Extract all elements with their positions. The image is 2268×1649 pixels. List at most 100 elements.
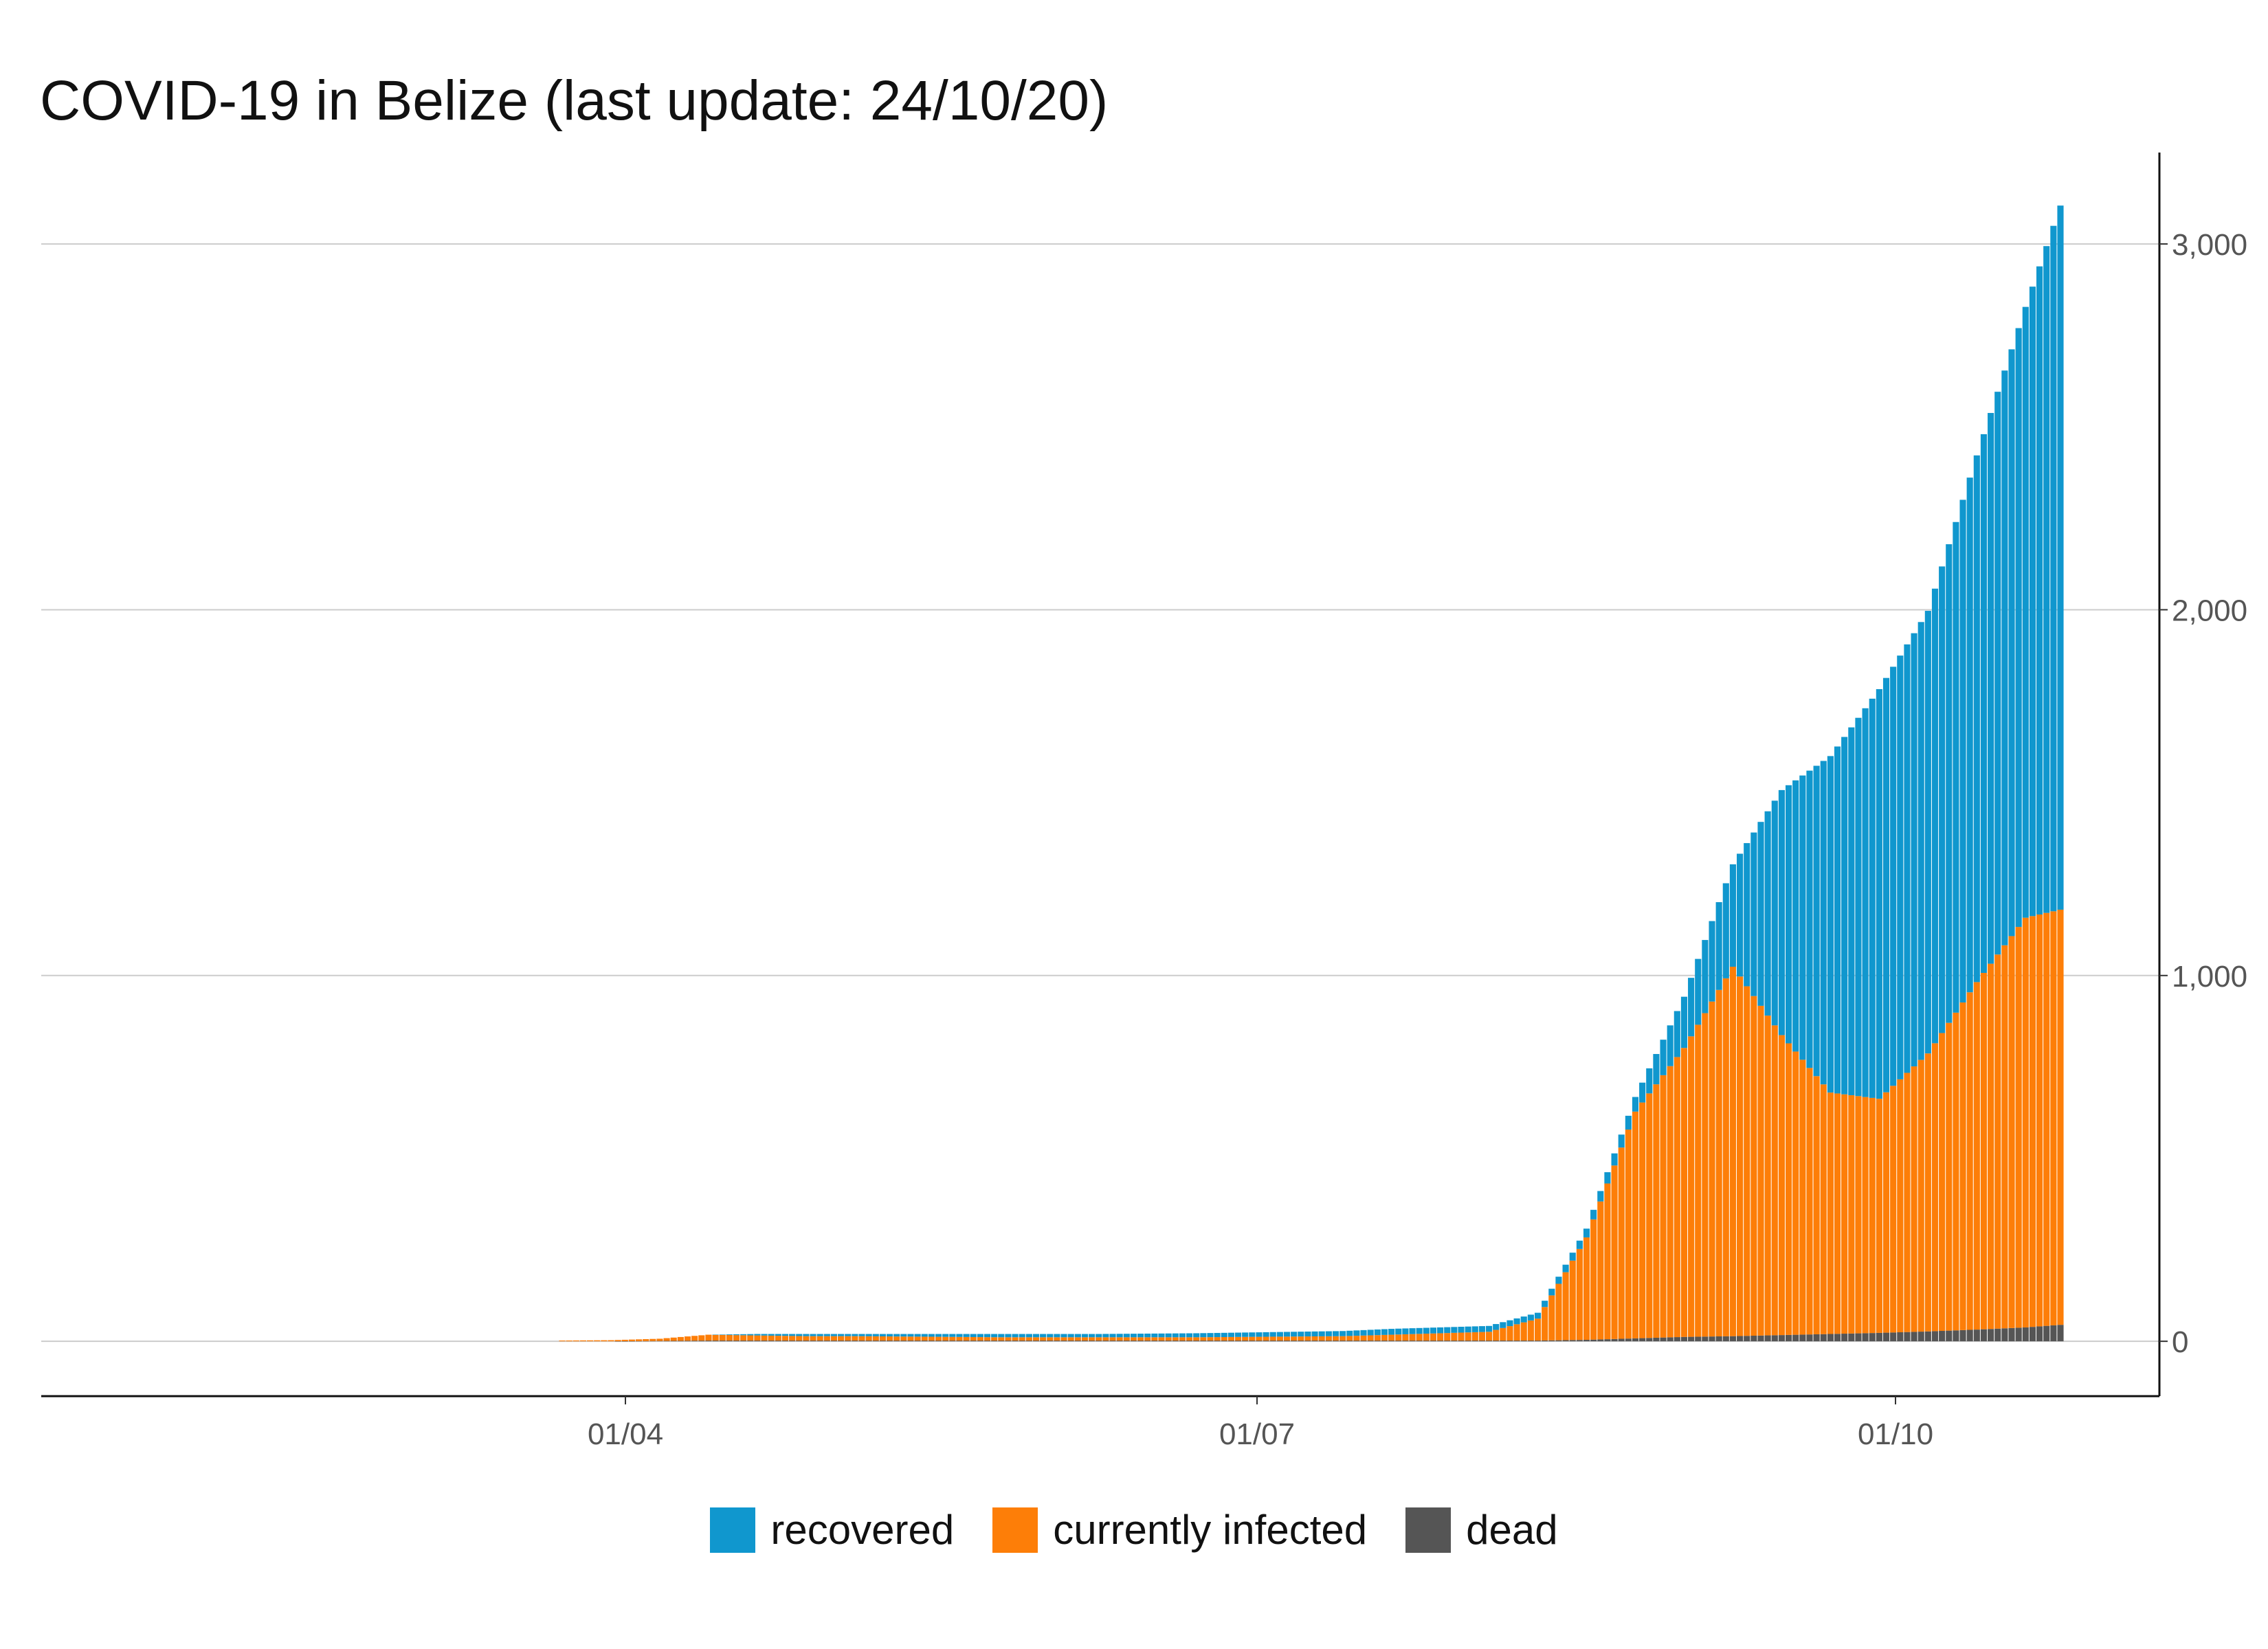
- bar-currently-infected-58: [963, 1336, 970, 1341]
- bar-currently-infected-215: [2057, 909, 2064, 1325]
- bar-currently-infected-133: [1486, 1332, 1493, 1341]
- bar-recovered-36: [810, 1334, 816, 1336]
- bar-dead-145: [1569, 1340, 1576, 1342]
- bar-currently-infected-7: [608, 1340, 614, 1342]
- bar-currently-infected-75: [1081, 1337, 1089, 1341]
- bar-recovered-74: [1074, 1334, 1081, 1338]
- bar-recovered-169: [1737, 853, 1744, 977]
- bar-dead-28: [754, 1340, 761, 1342]
- bar-dead-65: [1012, 1340, 1019, 1342]
- bar-recovered-45: [872, 1334, 879, 1336]
- bar-currently-infected-24: [726, 1335, 733, 1341]
- bar-dead-79: [1109, 1340, 1116, 1342]
- bar-dead-11: [635, 1340, 643, 1342]
- bar-recovered-139: [1527, 1314, 1534, 1321]
- bar-dead-192: [1897, 1332, 1904, 1342]
- bar-currently-infected-42: [852, 1336, 858, 1341]
- bar-currently-infected-31: [775, 1336, 781, 1341]
- bar-dead-153: [1625, 1338, 1632, 1342]
- bar-recovered-61: [983, 1334, 991, 1338]
- bar-dead-83: [1137, 1340, 1144, 1342]
- bar-recovered-178: [1799, 775, 1806, 1060]
- bar-recovered-126: [1437, 1327, 1444, 1334]
- bar-dead-84: [1144, 1340, 1151, 1342]
- bar-dead-96: [1227, 1340, 1234, 1342]
- bar-currently-infected-191: [1890, 1086, 1897, 1333]
- y-tick-label-0: 0: [2172, 1325, 2188, 1359]
- bar-currently-infected-209: [2015, 927, 2022, 1328]
- bar-dead-120: [1395, 1340, 1402, 1342]
- bar-recovered-96: [1227, 1332, 1234, 1337]
- bar-dead-76: [1089, 1340, 1096, 1342]
- bar-dead-163: [1695, 1336, 1702, 1342]
- bar-dead-164: [1702, 1336, 1709, 1342]
- bar-recovered-87: [1165, 1333, 1172, 1338]
- bar-recovered-165: [1709, 921, 1715, 1002]
- bar-currently-infected-81: [1123, 1337, 1130, 1341]
- bar-currently-infected-107: [1304, 1336, 1311, 1341]
- bar-dead-97: [1234, 1340, 1242, 1342]
- bar-dead-183: [1834, 1334, 1841, 1342]
- bar-dead-8: [614, 1341, 621, 1342]
- bar-dead-53: [928, 1340, 935, 1342]
- bar-currently-infected-52: [921, 1336, 928, 1341]
- bar-recovered-103: [1276, 1332, 1283, 1337]
- bar-recovered-23: [719, 1334, 726, 1335]
- bar-recovered-206: [1994, 392, 2001, 955]
- bar-recovered-208: [2008, 349, 2015, 936]
- bar-currently-infected-46: [879, 1336, 886, 1341]
- bar-recovered-25: [733, 1334, 740, 1336]
- bar-currently-infected-14: [656, 1338, 663, 1341]
- bar-dead-174: [1771, 1335, 1778, 1342]
- bar-currently-infected-104: [1283, 1336, 1291, 1341]
- bar-currently-infected-102: [1269, 1336, 1276, 1341]
- bar-recovered-211: [2029, 287, 2036, 917]
- bar-recovered-26: [740, 1334, 747, 1336]
- bar-recovered-50: [907, 1334, 914, 1337]
- bar-currently-infected-25: [733, 1335, 740, 1341]
- bar-dead-9: [621, 1340, 628, 1342]
- bar-recovered-213: [2043, 246, 2050, 913]
- bar-recovered-158: [1660, 1040, 1667, 1075]
- bar-recovered-99: [1249, 1332, 1256, 1337]
- bar-recovered-148: [1590, 1209, 1597, 1220]
- bar-dead-182: [1827, 1334, 1834, 1342]
- bar-dead-188: [1869, 1333, 1876, 1342]
- bar-recovered-105: [1291, 1332, 1298, 1337]
- bar-currently-infected-37: [816, 1336, 823, 1341]
- bar-dead-203: [1973, 1330, 1980, 1342]
- bar-currently-infected-10: [628, 1339, 635, 1341]
- bar-currently-infected-19: [691, 1336, 698, 1341]
- bar-dead-125: [1430, 1340, 1437, 1342]
- bar-currently-infected-176: [1786, 1043, 1792, 1335]
- bar-dead-124: [1423, 1340, 1430, 1342]
- bar-currently-infected-132: [1478, 1332, 1485, 1341]
- bar-currently-infected-195: [1917, 1059, 1924, 1332]
- bar-recovered-156: [1646, 1068, 1653, 1094]
- bar-currently-infected-110: [1325, 1336, 1332, 1341]
- bar-currently-infected-51: [914, 1336, 921, 1341]
- bar-dead-156: [1646, 1338, 1653, 1342]
- bar-recovered-132: [1478, 1326, 1485, 1332]
- bar-recovered-150: [1604, 1172, 1611, 1184]
- bar-dead-191: [1890, 1332, 1897, 1342]
- bar-currently-infected-192: [1897, 1079, 1904, 1332]
- bar-currently-infected-79: [1109, 1337, 1116, 1341]
- bar-recovered-48: [893, 1334, 900, 1337]
- bar-recovered-51: [914, 1334, 921, 1337]
- bar-currently-infected-60: [977, 1337, 983, 1341]
- bar-dead-213: [2043, 1325, 2050, 1342]
- bar-recovered-73: [1067, 1334, 1074, 1338]
- bar-dead-172: [1757, 1335, 1764, 1342]
- bar-recovered-66: [1019, 1334, 1025, 1338]
- bar-currently-infected-137: [1513, 1324, 1520, 1341]
- bar-recovered-55: [942, 1334, 949, 1337]
- bar-currently-infected-163: [1695, 1024, 1702, 1337]
- bar-recovered-157: [1653, 1054, 1660, 1085]
- bar-recovered-116: [1367, 1330, 1374, 1336]
- bar-recovered-79: [1109, 1334, 1116, 1338]
- bar-currently-infected-84: [1144, 1337, 1151, 1341]
- bar-dead-35: [803, 1340, 810, 1342]
- axes: [41, 153, 2161, 1398]
- bar-dead-41: [845, 1340, 852, 1342]
